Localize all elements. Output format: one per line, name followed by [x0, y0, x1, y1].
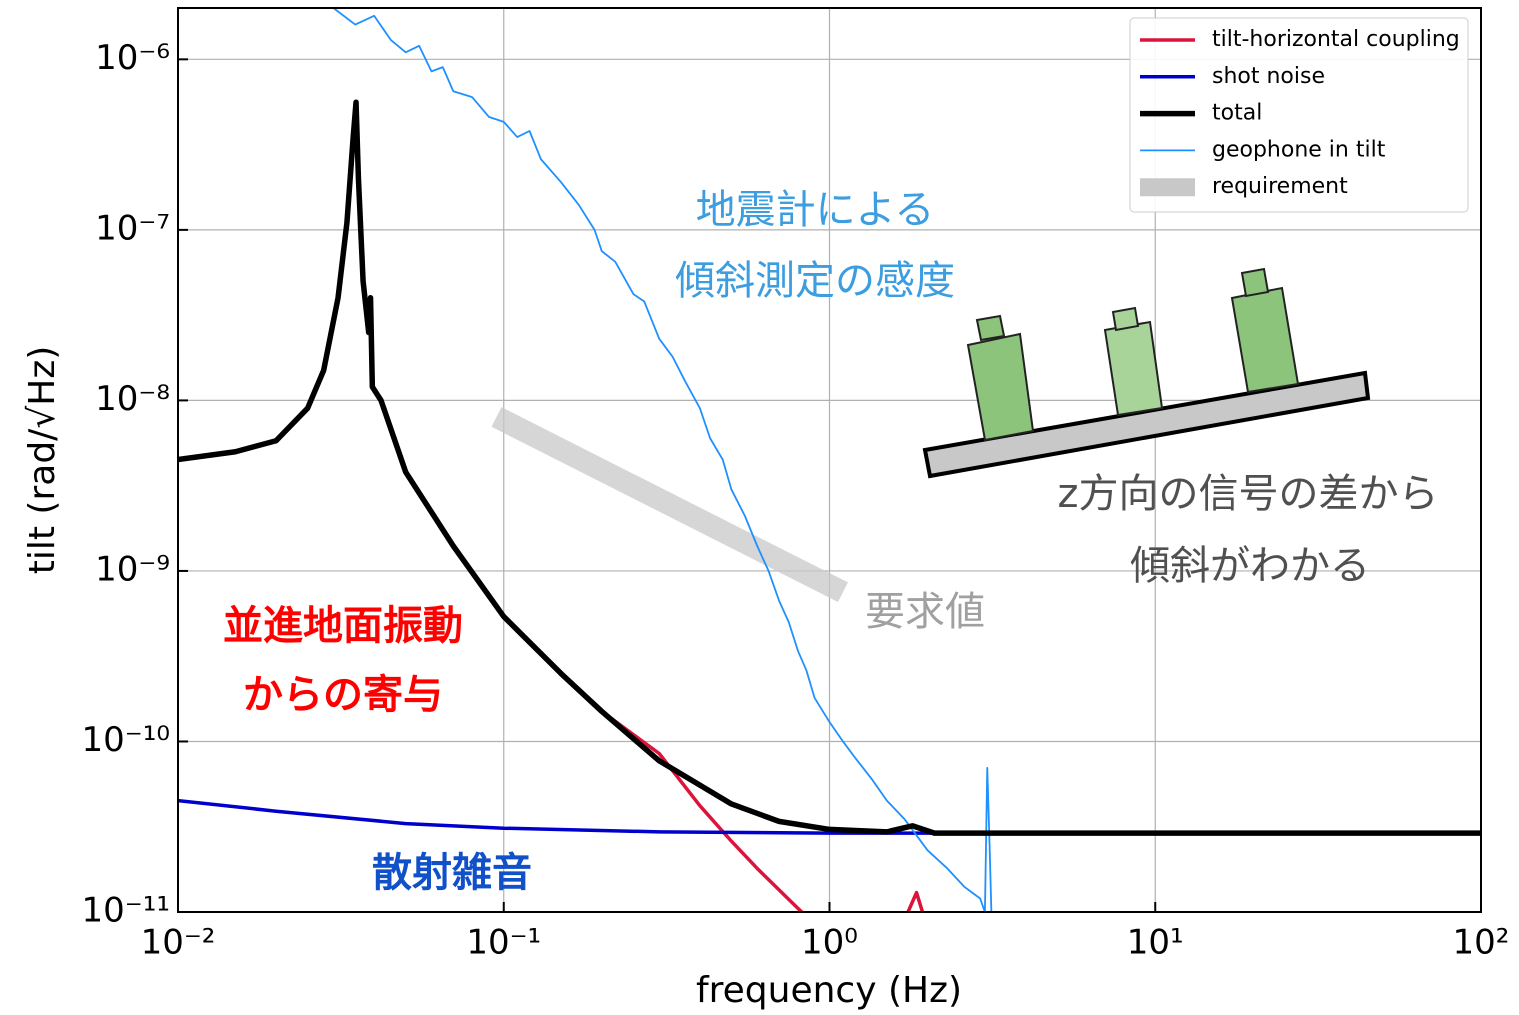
legend-label: tilt-horizontal coupling	[1212, 27, 1460, 52]
legend-label: shot noise	[1212, 64, 1325, 89]
x-tick-label: 10¹	[1127, 923, 1184, 963]
x-tick-label: 10²	[1453, 923, 1510, 963]
y-tick-label: 10⁻⁸	[95, 379, 170, 419]
legend-label: requirement	[1212, 174, 1348, 199]
y-axis-label: tilt (rad/√Hz)	[22, 346, 63, 575]
annotation: 地震計による	[696, 187, 935, 233]
annotation: z方向の信号の差から	[1058, 471, 1439, 517]
y-tick-label: 10⁻⁶	[95, 38, 170, 78]
annotation: 並進地面振動	[223, 603, 463, 649]
y-tick-label: 10⁻¹¹	[82, 891, 170, 931]
x-tick-label: 10⁻¹	[466, 923, 541, 963]
annotation: 傾斜測定の感度	[675, 258, 955, 304]
legend-label: total	[1212, 101, 1262, 126]
x-tick-label: 10⁰	[801, 923, 858, 963]
y-tick-label: 10⁻⁷	[95, 208, 170, 248]
annotation: からの寄与	[243, 672, 443, 718]
annotation: 要求値	[865, 589, 985, 635]
legend-label: geophone in tilt	[1212, 137, 1386, 162]
y-tick-label: 10⁻¹⁰	[82, 720, 170, 760]
chart: frequency (Hz) tilt (rad/√Hz) 10⁻²10⁻¹10…	[0, 0, 1519, 1015]
annotation: 傾斜がわかる	[1130, 543, 1370, 589]
y-tick-label: 10⁻⁹	[95, 549, 170, 589]
annotation: 散射雑音	[372, 850, 532, 896]
x-axis-label: frequency (Hz)	[696, 970, 962, 1011]
